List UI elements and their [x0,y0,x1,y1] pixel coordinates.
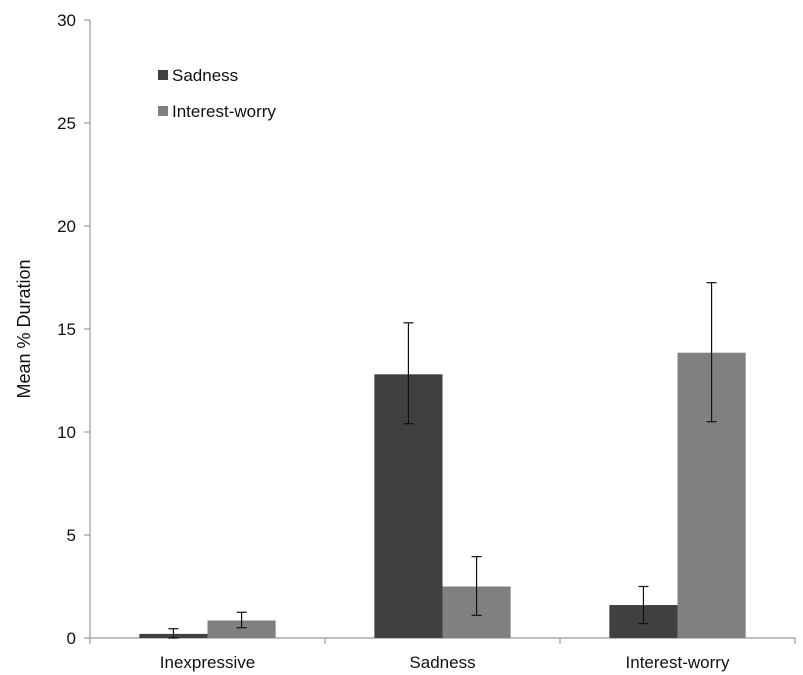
legend-swatch-interest-worry [158,106,168,116]
bars [139,352,746,638]
y-tick-label: 25 [57,114,76,133]
legend: Sadness Interest-worry [158,66,276,121]
y-tick-label: 30 [57,11,76,30]
y-tick-label: 15 [57,320,76,339]
x-tick-label-sadness: Sadness [409,653,475,672]
y-tick-label: 20 [57,217,76,236]
y-axis: 0 5 10 15 20 25 30 [57,11,91,648]
legend-label-sadness: Sadness [172,66,238,85]
legend-label-interest-worry: Interest-worry [172,102,276,121]
y-tick-label: 0 [67,629,76,648]
y-tick-label: 5 [67,526,76,545]
bar-interest-worry-inexpressive [207,620,276,638]
x-axis: Inexpressive Sadness Interest-worry [89,637,796,672]
x-tick-label-interest-worry: Interest-worry [626,653,730,672]
x-tick-label-inexpressive: Inexpressive [160,653,255,672]
y-tick-label: 10 [57,423,76,442]
error-bars [168,282,717,639]
y-axis-title: Mean % Duration [14,259,34,398]
legend-swatch-sadness [158,70,168,80]
